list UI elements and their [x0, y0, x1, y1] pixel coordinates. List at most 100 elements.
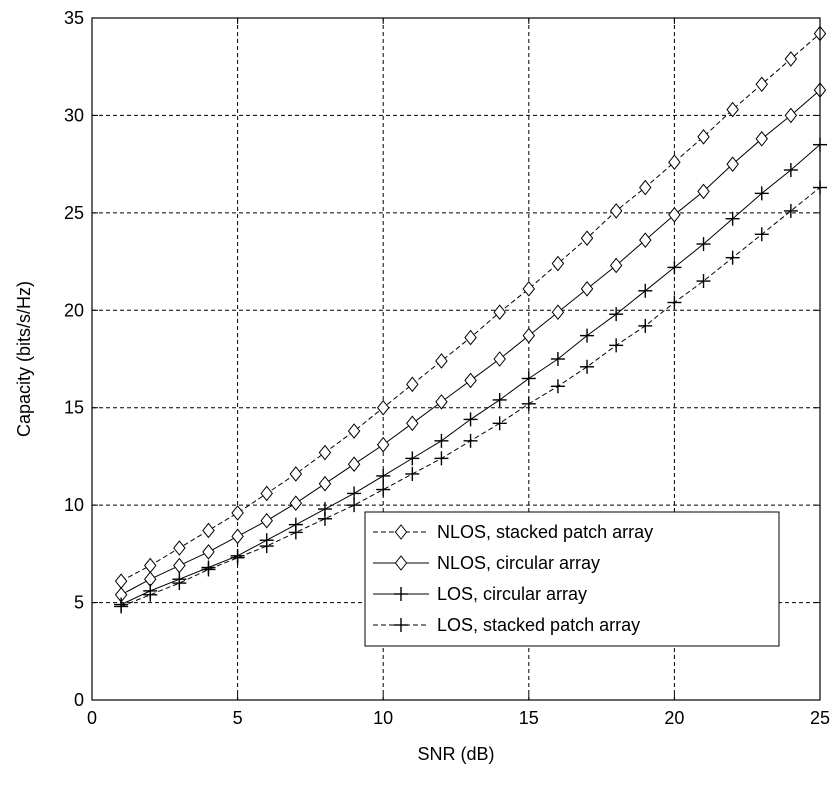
diamond-marker — [464, 372, 477, 389]
diamond-marker — [406, 415, 419, 432]
diamond-marker — [173, 540, 186, 556]
legend-item: LOS, circular array — [373, 584, 587, 604]
diamond-marker — [639, 179, 652, 196]
diamond-marker — [260, 485, 273, 502]
plus-marker — [754, 227, 769, 242]
diamond-marker — [231, 528, 244, 545]
x-axis-title: SNR (dB) — [417, 744, 494, 764]
diamond-marker — [435, 394, 448, 410]
diamond-marker — [143, 557, 157, 574]
plus-marker — [347, 498, 362, 513]
x-tick-label: 25 — [810, 708, 830, 728]
diamond-marker — [551, 304, 565, 321]
diamond-marker — [522, 327, 536, 344]
diamond-marker — [755, 76, 769, 93]
plus-marker — [405, 466, 420, 481]
series-1 — [114, 82, 827, 603]
plus-marker — [317, 511, 332, 526]
plus-marker — [172, 576, 187, 591]
plus-marker — [143, 587, 158, 602]
plus-marker — [114, 599, 129, 614]
legend: NLOS, stacked patch array NLOS, circular … — [364, 511, 780, 647]
diamond-marker — [580, 281, 594, 297]
plus-marker — [580, 359, 595, 374]
diamond-marker — [202, 522, 215, 539]
plus-marker — [434, 433, 449, 448]
diamond-marker — [289, 495, 303, 511]
x-tick-label: 20 — [664, 708, 684, 728]
diamond-marker — [697, 129, 710, 145]
diamond-marker — [784, 107, 798, 124]
diamond-marker — [347, 423, 361, 439]
diamond-marker — [260, 512, 273, 529]
plus-marker — [725, 250, 740, 265]
diamond-marker — [668, 207, 681, 223]
diamond-marker — [347, 456, 361, 473]
x-tick-label: 10 — [373, 708, 393, 728]
plus-marker — [492, 392, 507, 407]
y-tick-label: 15 — [64, 398, 84, 418]
plus-marker — [521, 371, 536, 386]
plus-marker — [405, 451, 420, 466]
series-layer — [114, 25, 827, 614]
plus-marker — [754, 186, 769, 201]
x-tick-label: 15 — [519, 708, 539, 728]
plus-marker — [667, 260, 682, 275]
plus-marker — [347, 486, 362, 501]
plus-marker — [288, 525, 303, 540]
legend-label: LOS, circular array — [437, 584, 587, 604]
diamond-marker — [551, 255, 565, 272]
y-tick-label: 25 — [64, 203, 84, 223]
legend-box — [364, 511, 780, 647]
y-axis-title: Capacity (bits/s/Hz) — [14, 281, 34, 437]
y-tick-label: 0 — [74, 690, 84, 710]
y-tick-label: 30 — [64, 105, 84, 125]
diamond-marker — [114, 573, 128, 589]
diamond-marker — [394, 524, 408, 540]
diamond-marker — [697, 183, 710, 200]
plus-marker — [550, 379, 565, 394]
diamond-marker — [394, 555, 408, 571]
diamond-marker — [639, 232, 652, 248]
plus-marker — [609, 338, 624, 353]
plus-marker — [696, 237, 711, 252]
plus-marker — [463, 433, 478, 448]
diamond-marker — [726, 156, 739, 172]
diamond-marker — [580, 230, 594, 246]
diamond-marker — [435, 353, 448, 369]
diamond-marker — [376, 436, 390, 453]
x-tick-label: 5 — [233, 708, 243, 728]
diamond-marker — [755, 131, 769, 147]
x-tick-label: 0 — [87, 708, 97, 728]
diamond-marker — [493, 351, 506, 367]
plus-marker — [376, 482, 391, 497]
plus-marker — [463, 412, 478, 427]
plus-marker — [638, 318, 653, 333]
plus-marker — [696, 274, 711, 289]
series-3 — [114, 180, 827, 614]
diamond-marker — [318, 475, 332, 492]
y-tick-label: 10 — [64, 495, 84, 515]
plus-marker — [783, 162, 798, 177]
diamond-marker — [289, 466, 303, 482]
plus-marker — [580, 328, 595, 343]
diamond-marker — [202, 544, 215, 560]
diamond-marker — [318, 444, 332, 461]
legend-item: NLOS, stacked patch array — [373, 522, 653, 542]
plus-marker — [201, 562, 216, 577]
plus-marker — [783, 203, 798, 218]
diamond-marker — [406, 376, 419, 393]
plus-marker — [394, 618, 408, 632]
plus-marker — [521, 396, 536, 411]
plus-marker — [259, 539, 274, 554]
legend-item: LOS, stacked patch array — [373, 615, 640, 635]
plus-marker — [550, 352, 565, 366]
legend-item: NLOS, circular array — [373, 553, 600, 573]
diamond-marker — [668, 154, 681, 170]
diamond-marker — [609, 257, 623, 274]
y-tick-label: 5 — [74, 593, 84, 613]
plus-marker — [376, 468, 391, 483]
plus-marker — [609, 307, 624, 322]
legend-label: NLOS, stacked patch array — [437, 522, 653, 542]
